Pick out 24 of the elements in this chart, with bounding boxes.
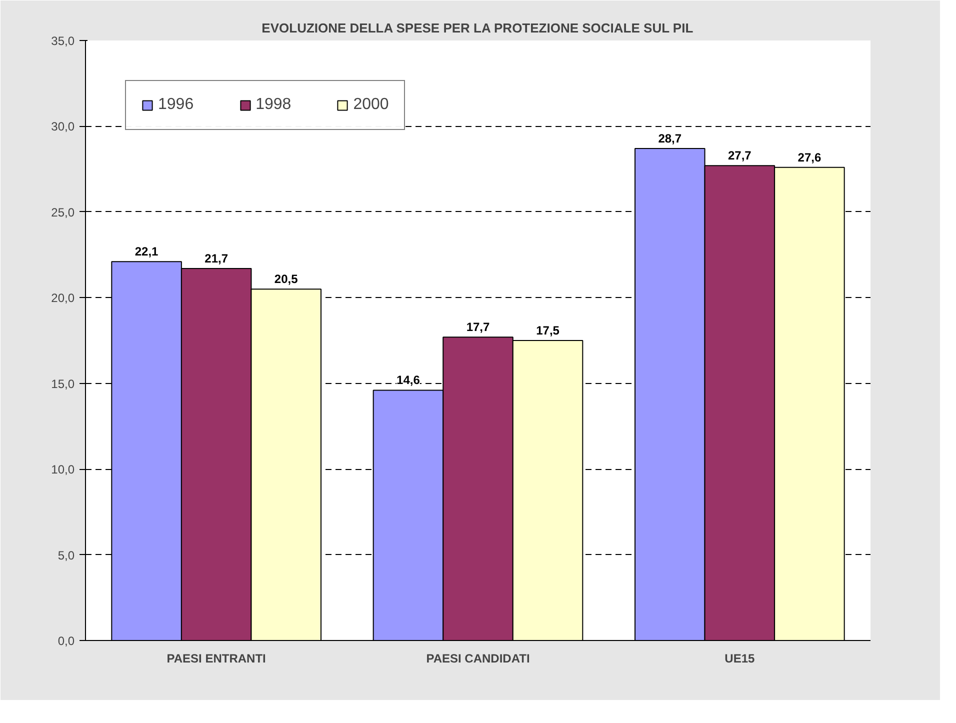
data-label: 17,5	[536, 324, 560, 338]
y-tick-label: 35,0	[51, 34, 75, 48]
x-tick-label: UE15	[724, 652, 755, 666]
x-tick-label: PAESI ENTRANTI	[166, 652, 266, 666]
x-tick-label: PAESI CANDIDATI	[426, 652, 530, 666]
y-tick-label: 15,0	[51, 376, 75, 391]
y-tick-label: 25,0	[51, 205, 75, 220]
y-tick-label: 5,0	[58, 548, 75, 562]
y-tick-label: 20,0	[51, 291, 75, 306]
data-label: 22,1	[134, 244, 159, 259]
data-label: 27,7	[728, 148, 752, 163]
data-label: 21,7	[204, 252, 228, 266]
data-label: 14,6	[396, 373, 420, 388]
data-label: 17,7	[466, 320, 490, 334]
data-label: 20,5	[274, 272, 298, 286]
data-label: 28,7	[658, 132, 682, 146]
y-tick-label: 0,0	[58, 634, 75, 648]
data-label: 27,6	[798, 150, 822, 164]
y-tick-label: 30,0	[51, 120, 75, 134]
legend-label: 1998	[256, 96, 292, 114]
legend-label: 1996	[158, 96, 194, 114]
legend-label: 2000	[353, 96, 389, 114]
chart-title: EVOLUZIONE DELLA SPESE PER LA PROTEZIONE SOCIALE SUL PIL	[262, 20, 694, 36]
y-tick-label: 10,0	[51, 462, 75, 477]
